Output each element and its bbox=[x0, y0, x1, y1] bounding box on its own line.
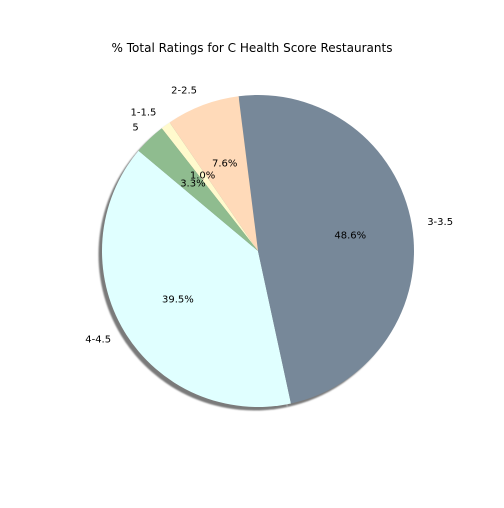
slice-label-5: 5 bbox=[132, 123, 138, 134]
pie-labels: 4-4.5 39.5% 3-3.5 48.6% 2-2.5 7.6% 1-1.5 1.0% 5 3… bbox=[85, 86, 453, 346]
pie-slices bbox=[102, 94, 415, 407]
pie-slice-2-2-5 bbox=[169, 96, 258, 251]
chart-title: % Total Ratings for C Health Score Resta… bbox=[111, 41, 393, 55]
slice-label-3-3-5: 3-3.5 bbox=[427, 217, 453, 228]
pie-slice-5 bbox=[138, 128, 258, 251]
pie-slice-4-4-5 bbox=[102, 150, 291, 407]
slice-percent-3-3-5: 48.6% bbox=[334, 230, 366, 241]
pie-slice-1-1-5 bbox=[161, 122, 258, 251]
slice-percent-5: 3.3% bbox=[180, 179, 205, 190]
slice-percent-1-1-5: 1.0% bbox=[190, 171, 215, 182]
slice-percent-4-4-5: 39.5% bbox=[162, 294, 194, 305]
pie-slice-3-3-5 bbox=[238, 94, 415, 404]
slice-label-2-2-5: 2-2.5 bbox=[171, 86, 197, 97]
slice-label-4-4-5: 4-4.5 bbox=[85, 335, 111, 346]
slice-percent-2-2-5: 7.6% bbox=[212, 159, 237, 170]
slice-label-1-1-5: 1-1.5 bbox=[131, 108, 157, 119]
